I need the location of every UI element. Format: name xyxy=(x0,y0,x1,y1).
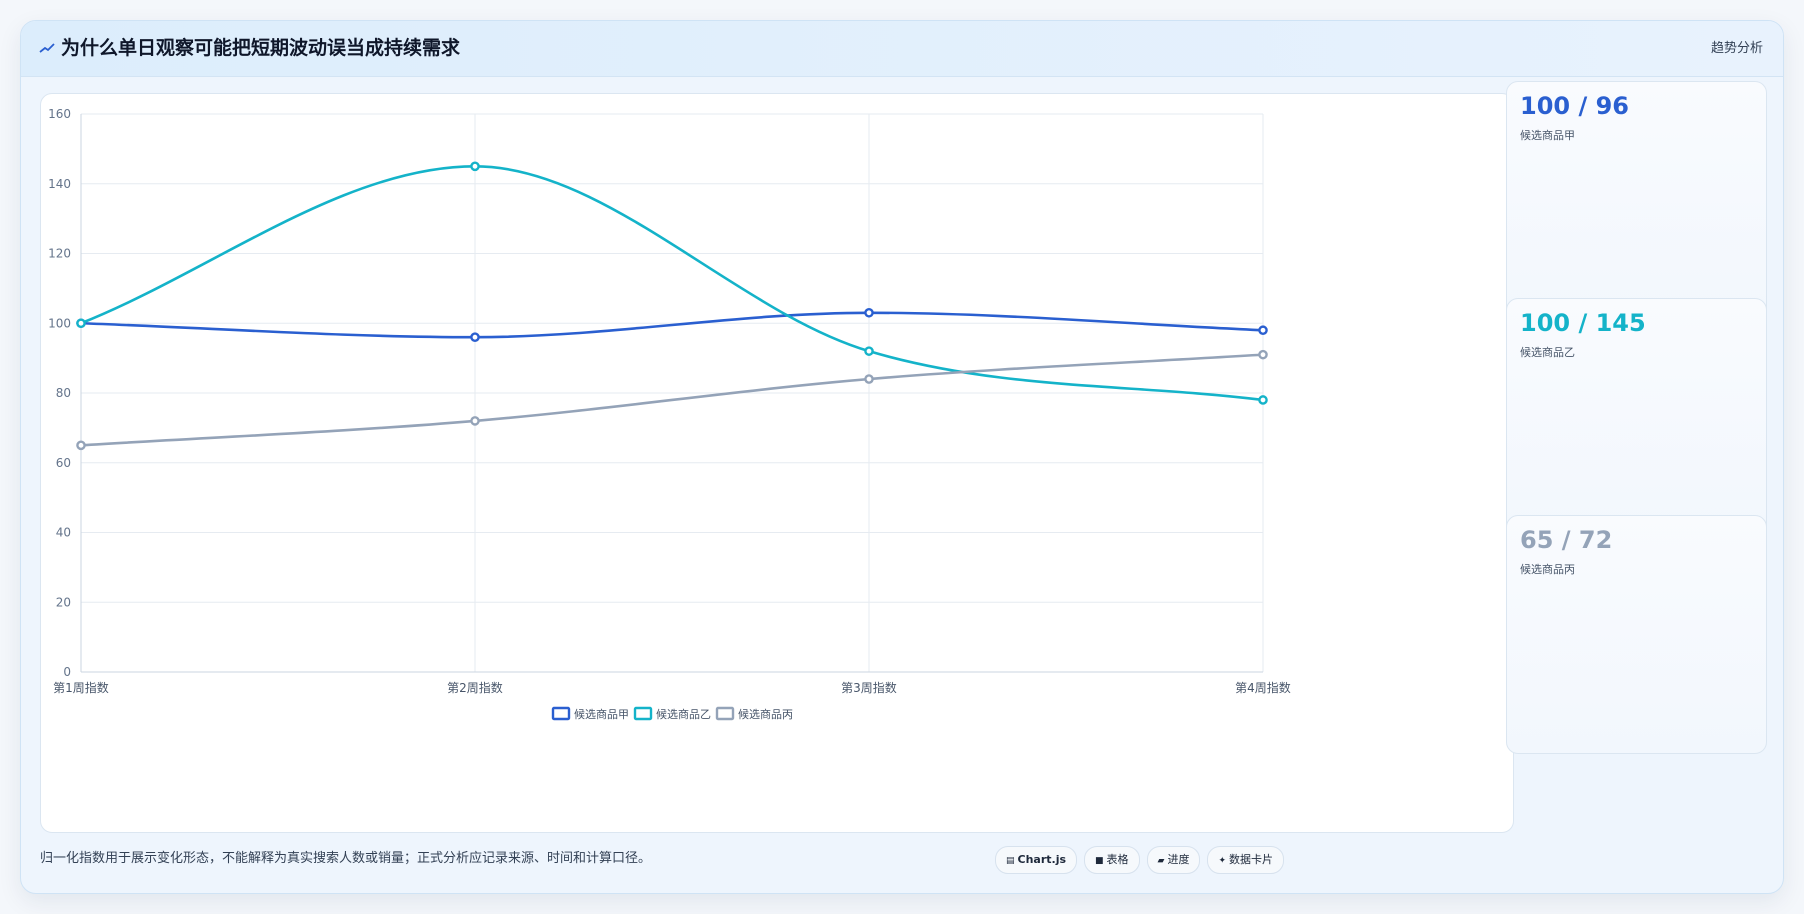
y-tick-label: 160 xyxy=(48,107,71,121)
footnote: 归一化指数用于展示变化形态，不能解释为真实搜索人数或销量；正式分析应记录来源、时… xyxy=(40,851,652,866)
tool-label: Chart.js xyxy=(1017,853,1067,866)
y-tick-label: 20 xyxy=(56,595,71,609)
page-title: 为什么单日观察可能把短期波动误当成持续需求 xyxy=(61,37,461,59)
legend-swatch xyxy=(715,706,735,721)
series-line-2 xyxy=(80,165,1264,402)
data-point xyxy=(470,161,480,172)
y-tick-label: 60 xyxy=(56,456,71,470)
stat-card-c: 65 / 72 候选商品丙 xyxy=(1506,515,1767,754)
dashboard-panel: 为什么单日观察可能把短期波动误当成持续需求 趋势分析 0 20 40 60 80 100 1… xyxy=(20,20,1784,894)
stat-label: 候选商品甲 xyxy=(1520,129,1575,142)
data-point xyxy=(864,307,874,318)
data-point xyxy=(864,346,874,356)
data-point xyxy=(470,332,480,342)
legend-label: 候选商品乙 xyxy=(656,707,711,721)
data-point xyxy=(864,374,874,384)
tool-card-button[interactable]: ✦ 数据卡片 xyxy=(1207,846,1285,874)
trend-line-icon xyxy=(39,43,55,53)
data-point xyxy=(470,416,480,426)
panel-header: 为什么单日观察可能把短期波动误当成持续需求 趋势分析 xyxy=(21,21,1783,77)
y-tick-label: 120 xyxy=(48,247,71,261)
tool-label: 数据卡片 xyxy=(1229,853,1274,866)
data-point xyxy=(76,440,86,451)
data-point xyxy=(1258,325,1268,336)
tool-table-button[interactable]: ■ 表格 xyxy=(1084,846,1140,874)
stat-label: 候选商品乙 xyxy=(1520,346,1575,359)
y-tick-label: 100 xyxy=(48,316,71,330)
legend-swatch xyxy=(633,706,653,721)
stat-value: 100 / 145 xyxy=(1520,309,1646,337)
y-tick-label: 80 xyxy=(56,386,71,400)
tool-chartjs-button[interactable]: ▤ Chart.js xyxy=(995,846,1078,874)
y-tick-label: 0 xyxy=(63,665,71,679)
tool-label: 进度 xyxy=(1167,853,1190,866)
line-chart: 0 20 40 60 80 100 120 140 160 第1周指数 第2周指数 第3周指数 第4周指… xyxy=(48,107,1291,721)
series-line-3 xyxy=(80,353,1264,447)
stat-card-a: 100 / 96 候选商品甲 xyxy=(1506,81,1767,320)
card-icon: ✦ xyxy=(1218,856,1227,866)
stat-label: 候选商品丙 xyxy=(1520,563,1575,576)
data-point xyxy=(76,318,86,329)
data-point xyxy=(1258,349,1268,360)
x-tick-label: 第4周指数 xyxy=(1235,680,1291,695)
y-tick-label: 140 xyxy=(48,177,71,191)
y-tick-label: 40 xyxy=(56,526,71,540)
tool-progress-button[interactable]: ▰ 进度 xyxy=(1146,846,1201,874)
progress-icon: ▰ xyxy=(1157,856,1165,866)
table-icon: ■ xyxy=(1095,856,1104,866)
toolbar: ▤ Chart.js ■ 表格 ▰ 进度 ✦ 数据卡片 xyxy=(995,846,1291,874)
legend-label: 候选商品丙 xyxy=(738,707,793,721)
x-tick-label: 第3周指数 xyxy=(841,680,897,695)
stat-card-b: 100 / 145 候选商品乙 xyxy=(1506,298,1767,537)
tool-label: 表格 xyxy=(1106,853,1129,866)
stat-value: 100 / 96 xyxy=(1520,92,1629,120)
chart-card: 0 20 40 60 80 100 120 140 160 第1周指数 第2周指数 第3周指数 第4周指… xyxy=(40,93,1514,833)
chart-icon: ▤ xyxy=(1006,856,1015,866)
x-tick-label: 第2周指数 xyxy=(447,680,503,695)
data-point xyxy=(1258,395,1268,405)
stat-value: 65 / 72 xyxy=(1520,526,1613,554)
series-line-1 xyxy=(80,311,1264,339)
analysis-tag: 趋势分析 xyxy=(1710,41,1763,56)
legend-swatch xyxy=(551,706,571,721)
x-tick-label: 第1周指数 xyxy=(53,680,109,695)
legend-label: 候选商品甲 xyxy=(574,707,629,721)
